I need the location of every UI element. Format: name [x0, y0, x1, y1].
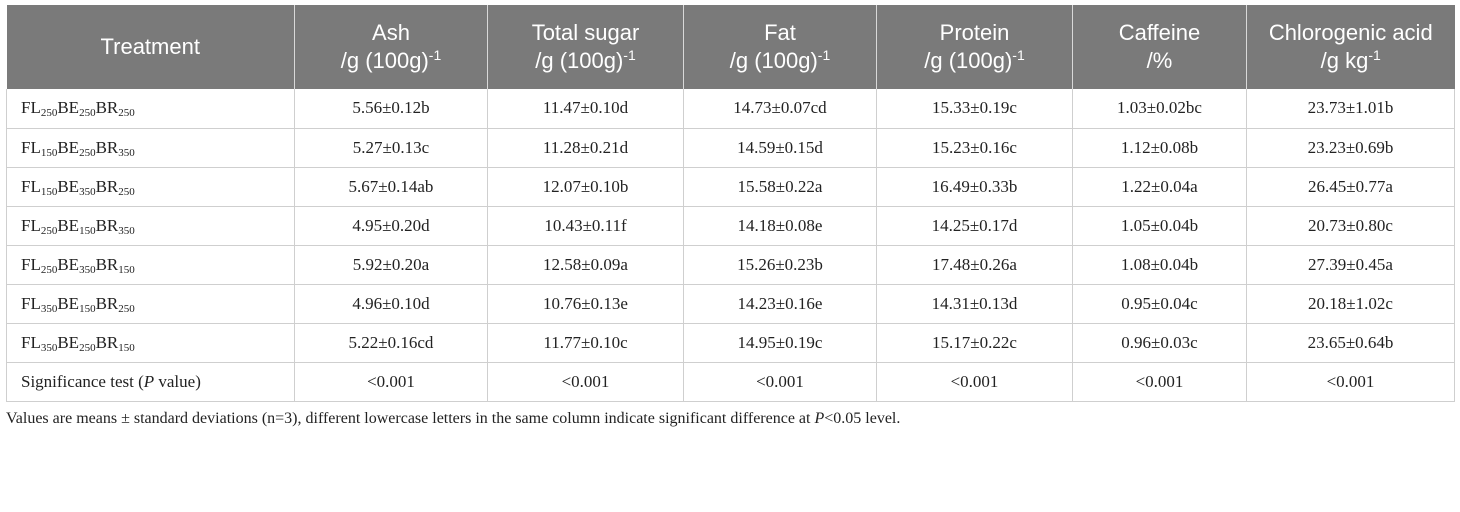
header-caffeine: Caffeine /%: [1072, 5, 1247, 89]
total-sugar-cell: 12.07±0.10b: [487, 167, 684, 207]
table-row: FL350BE150BR250 4.96±0.10d 10.76±0.13e 1…: [6, 284, 1455, 324]
total-sugar-cell: 10.76±0.13e: [487, 284, 684, 324]
header-fat: Fat /g (100g)-1: [683, 5, 877, 89]
protein-cell: 14.31±0.13d: [876, 284, 1073, 324]
chlorogenic-acid-cell: 23.73±1.01b: [1246, 89, 1455, 129]
significance-cell: <0.001: [294, 362, 488, 402]
header-ash: Ash /g (100g)-1: [294, 5, 488, 89]
significance-cell: <0.001: [1072, 362, 1247, 402]
chlorogenic-acid-cell: 23.65±0.64b: [1246, 323, 1455, 363]
fat-cell: 14.95±0.19c: [683, 323, 877, 363]
ash-cell: 5.92±0.20a: [294, 245, 488, 285]
chlorogenic-acid-cell: 26.45±0.77a: [1246, 167, 1455, 207]
protein-cell: 17.48±0.26a: [876, 245, 1073, 285]
total-sugar-cell: 10.43±0.11f: [487, 206, 684, 246]
ash-cell: 5.22±0.16cd: [294, 323, 488, 363]
treatment-cell: FL150BE250BR350: [6, 128, 295, 168]
table-figure: Treatment Ash /g (100g)-1 Total sugar /g…: [6, 5, 1455, 428]
header-chlorogenic-acid: Chlorogenic acid /g kg-1: [1246, 5, 1455, 89]
significance-cell: <0.001: [487, 362, 684, 402]
header-total-sugar: Total sugar /g (100g)-1: [487, 5, 684, 89]
ash-cell: 5.56±0.12b: [294, 89, 488, 129]
caffeine-cell: 0.95±0.04c: [1072, 284, 1247, 324]
chlorogenic-acid-cell: 27.39±0.45a: [1246, 245, 1455, 285]
table-row: FL250BE250BR250 5.56±0.12b 11.47±0.10d 1…: [6, 89, 1455, 129]
protein-cell: 15.33±0.19c: [876, 89, 1073, 129]
caffeine-cell: 1.05±0.04b: [1072, 206, 1247, 246]
protein-cell: 15.17±0.22c: [876, 323, 1073, 363]
fat-cell: 14.23±0.16e: [683, 284, 877, 324]
caffeine-cell: 1.12±0.08b: [1072, 128, 1247, 168]
total-sugar-cell: 11.47±0.10d: [487, 89, 684, 129]
header-treatment: Treatment: [6, 5, 295, 89]
fat-cell: 15.58±0.22a: [683, 167, 877, 207]
treatment-cell: FL250BE350BR150: [6, 245, 295, 285]
total-sugar-cell: 12.58±0.09a: [487, 245, 684, 285]
treatment-cell: FL250BE150BR350: [6, 206, 295, 246]
protein-cell: 14.25±0.17d: [876, 206, 1073, 246]
chlorogenic-acid-cell: 20.18±1.02c: [1246, 284, 1455, 324]
significance-row: Significance test (P value) <0.001 <0.00…: [6, 362, 1455, 402]
total-sugar-cell: 11.28±0.21d: [487, 128, 684, 168]
caffeine-cell: 0.96±0.03c: [1072, 323, 1247, 363]
significance-cell: <0.001: [683, 362, 877, 402]
caffeine-cell: 1.03±0.02bc: [1072, 89, 1247, 129]
chlorogenic-acid-cell: 23.23±0.69b: [1246, 128, 1455, 168]
caffeine-cell: 1.22±0.04a: [1072, 167, 1247, 207]
results-table: Treatment Ash /g (100g)-1 Total sugar /g…: [6, 5, 1455, 402]
treatment-cell: FL350BE250BR150: [6, 323, 295, 363]
protein-cell: 15.23±0.16c: [876, 128, 1073, 168]
total-sugar-cell: 11.77±0.10c: [487, 323, 684, 363]
header-protein: Protein /g (100g)-1: [876, 5, 1073, 89]
table-footnote: Values are means ± standard deviations (…: [6, 409, 901, 427]
table-row: FL150BE250BR350 5.27±0.13c 11.28±0.21d 1…: [6, 128, 1455, 168]
fat-cell: 14.18±0.08e: [683, 206, 877, 246]
treatment-cell: FL250BE250BR250: [6, 89, 295, 129]
fat-cell: 14.59±0.15d: [683, 128, 877, 168]
table-row: FL250BE150BR350 4.95±0.20d 10.43±0.11f 1…: [6, 206, 1455, 246]
ash-cell: 5.67±0.14ab: [294, 167, 488, 207]
fat-cell: 15.26±0.23b: [683, 245, 877, 285]
table-row: FL150BE350BR250 5.67±0.14ab 12.07±0.10b …: [6, 167, 1455, 207]
header-row: Treatment Ash /g (100g)-1 Total sugar /g…: [6, 5, 1455, 89]
ash-cell: 4.95±0.20d: [294, 206, 488, 246]
ash-cell: 5.27±0.13c: [294, 128, 488, 168]
table-row: FL250BE350BR150 5.92±0.20a 12.58±0.09a 1…: [6, 245, 1455, 285]
protein-cell: 16.49±0.33b: [876, 167, 1073, 207]
table-row: FL350BE250BR150 5.22±0.16cd 11.77±0.10c …: [6, 323, 1455, 363]
caffeine-cell: 1.08±0.04b: [1072, 245, 1247, 285]
chlorogenic-acid-cell: 20.73±0.80c: [1246, 206, 1455, 246]
significance-cell: <0.001: [1246, 362, 1455, 402]
treatment-cell: FL150BE350BR250: [6, 167, 295, 207]
significance-label: Significance test (P value): [6, 362, 295, 402]
ash-cell: 4.96±0.10d: [294, 284, 488, 324]
significance-cell: <0.001: [876, 362, 1073, 402]
fat-cell: 14.73±0.07cd: [683, 89, 877, 129]
treatment-cell: FL350BE150BR250: [6, 284, 295, 324]
